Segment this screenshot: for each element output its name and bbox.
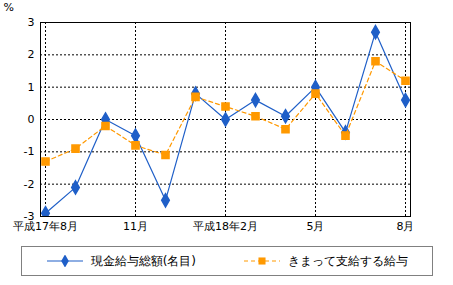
svg-text:1: 1 (28, 81, 35, 94)
svg-text:-3: -3 (23, 210, 35, 223)
svg-text:0: 0 (28, 113, 35, 126)
svg-text:11月: 11月 (123, 220, 148, 233)
html-text:きまって支給する給与: きまって支給する給与 (288, 253, 409, 268)
html-text:現金給与総額(名目): 現金給与総額(名目) (90, 253, 196, 268)
svg-text:平成18年2月: 平成18年2月 (193, 220, 258, 233)
svg-text:2: 2 (28, 48, 35, 61)
svg-text:8月: 8月 (397, 220, 415, 233)
svg-text:-1: -1 (24, 145, 35, 158)
svg-text:5月: 5月 (307, 220, 325, 233)
svg-text:平成17年8月: 平成17年8月 (13, 220, 78, 233)
svg-text:%: % (4, 1, 14, 14)
svg-text:-2: -2 (24, 178, 35, 191)
svg-text:3: 3 (28, 16, 35, 29)
